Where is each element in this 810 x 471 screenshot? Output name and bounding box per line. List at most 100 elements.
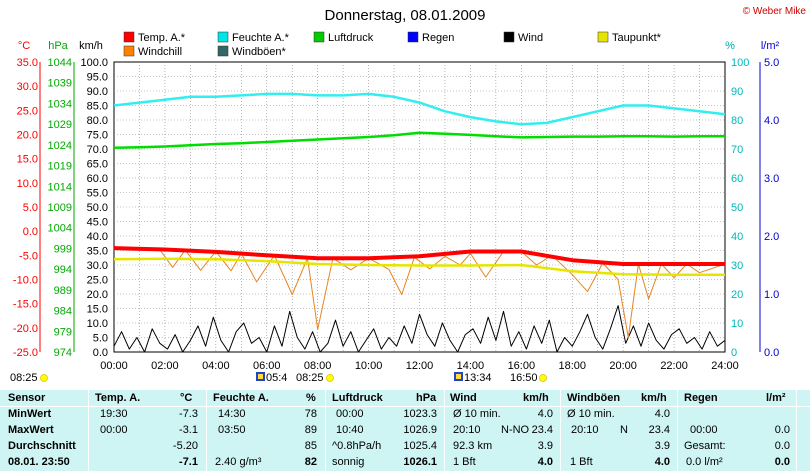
max-gust-time: 20:10 <box>571 424 599 436</box>
min-hum-value: 78 <box>304 408 317 420</box>
legend-swatch <box>217 45 229 57</box>
max-press-time: 10:40 <box>336 424 364 436</box>
rain-header: Regen <box>684 392 718 404</box>
temp-tick-label: -5.0 <box>19 250 38 262</box>
pressure-tick-label: 1019 <box>48 161 72 173</box>
current-forecast-state: sonnig <box>332 456 365 468</box>
temp-tick-label: 25.0 <box>17 105 38 117</box>
humidity-unit-header: % <box>306 392 316 404</box>
temp-unit-header: °C <box>180 392 193 404</box>
series-line-luftdruck <box>113 131 725 150</box>
humidity-header: Feuchte A. <box>213 392 269 404</box>
avg-rain-value: 0.0 <box>774 440 790 452</box>
legend-label: Luftdruck <box>328 32 374 44</box>
max-temp-time: 00:00 <box>100 424 128 436</box>
rain-axis-unit: l/m² <box>761 40 780 52</box>
humidity-tick-label: 40 <box>731 231 743 243</box>
rain-unit-header: l/m² <box>766 392 786 404</box>
wind-tick-label: 75.0 <box>87 130 108 142</box>
wind-tick-label: 90.0 <box>87 86 108 98</box>
pressure-tick-label: 1014 <box>48 181 72 193</box>
temp-tick-label: -10.0 <box>13 275 38 287</box>
humidity-tick-label: 10 <box>731 318 743 330</box>
moonset-label: 13:34 <box>464 372 492 384</box>
current-gust-beaufort: 1 Bft <box>570 456 593 468</box>
max-hum-time: 03:50 <box>218 424 246 436</box>
wind-tick-label: 15.0 <box>87 304 108 316</box>
time-tick-label: 18:00 <box>558 360 586 372</box>
rain-tick-label: 3.0 <box>764 173 779 185</box>
wind-tick-label: 55.0 <box>87 188 108 200</box>
legend-label: Windböen* <box>232 46 287 58</box>
pressure-tick-label: 1039 <box>48 78 72 90</box>
current-press-value: 1026.1 <box>403 456 437 468</box>
series-line-windchill <box>113 247 726 338</box>
current-rain-rate: 0.0 l/m² <box>686 456 723 468</box>
temp-tick-label: 20.0 <box>17 130 38 142</box>
avg-row-label: Durchschnitt <box>8 440 76 452</box>
rain-tick-label: 1.0 <box>764 289 779 301</box>
wind-tick-label: 85.0 <box>87 101 108 113</box>
min-gust-value: 4.0 <box>654 408 670 420</box>
pressure-header: Luftdruck <box>332 392 383 404</box>
legend-swatch <box>313 31 325 43</box>
sensor-header: Sensor <box>8 392 46 404</box>
copyright-label: © Weber Mike <box>743 6 807 17</box>
gust-unit-header: km/h <box>641 392 667 404</box>
avg-press-trend: ^0.8hPa/h <box>332 440 382 452</box>
wind-tick-label: 45.0 <box>87 217 108 229</box>
min-temp-time: 19:30 <box>100 408 128 420</box>
humidity-tick-label: 0 <box>731 347 737 359</box>
time-tick-label: 04:00 <box>202 360 230 372</box>
pressure-tick-label: 1004 <box>48 223 72 235</box>
temp-tick-label: 15.0 <box>17 154 38 166</box>
time-tick-label: 02:00 <box>151 360 179 372</box>
temp-tick-label: -25.0 <box>13 347 38 359</box>
wind-tick-label: 10.0 <box>87 318 108 330</box>
series-line-taupunkt <box>113 257 725 276</box>
pressure-tick-label: 1034 <box>48 98 72 110</box>
avg-wind-value: 3.9 <box>537 440 553 452</box>
max-hum-value: 89 <box>304 424 317 436</box>
humidity-tick-label: 60 <box>731 173 743 185</box>
avg-wind-distance: 92.3 km <box>453 440 493 452</box>
max-rain-time: 00:00 <box>690 424 718 436</box>
sun-moon-row: 08:25 05:4 08:25 13:34 16:50 <box>10 372 547 384</box>
gust-header: Windböen <box>567 392 621 404</box>
max-wind-direction: N-NO <box>501 424 530 436</box>
series-line-wind <box>113 305 726 353</box>
pressure-tick-label: 979 <box>54 326 72 338</box>
time-tick-label: 20:00 <box>609 360 637 372</box>
wind-tick-label: 25.0 <box>87 275 108 287</box>
avg-gust-value: 3.9 <box>654 440 670 452</box>
humidity-tick-label: 70 <box>731 144 743 156</box>
time-tick-label: 06:00 <box>253 360 281 372</box>
max-row-label: MaxWert <box>8 424 54 436</box>
wind-tick-label: 35.0 <box>87 246 108 258</box>
rain-tick-label: 0.0 <box>764 347 779 359</box>
wind-tick-label: 50.0 <box>87 202 108 214</box>
temp-tick-label: 10.0 <box>17 178 38 190</box>
pressure-tick-label: 1029 <box>48 119 72 131</box>
wind-tick-label: 0.0 <box>93 347 108 359</box>
wind-tick-label: 30.0 <box>87 260 108 272</box>
wind-tick-label: 65.0 <box>87 159 108 171</box>
pressure-tick-label: 1024 <box>48 140 72 152</box>
min-press-value: 1023.3 <box>403 408 437 420</box>
humidity-tick-label: 90 <box>731 86 743 98</box>
sunrise-icon <box>326 374 334 382</box>
avg-temp-value: -5.20 <box>172 440 198 452</box>
max-press-value: 1026.9 <box>403 424 437 436</box>
pressure-unit-header: hPa <box>416 392 437 404</box>
wind-unit-header: km/h <box>523 392 549 404</box>
wind-tick-label: 20.0 <box>87 289 108 301</box>
weather-chart: Donnerstag, 08.01.2009 © Weber Mike Temp… <box>10 6 807 384</box>
legend: Temp. A.* Feuchte A.* Luftdruck Regen Wind Ta… <box>123 31 662 58</box>
wind-header: Wind <box>450 392 477 404</box>
max-temp-value: -3.1 <box>179 424 198 436</box>
pressure-tick-label: 994 <box>54 264 72 276</box>
legend-swatch <box>503 31 515 43</box>
temp-header: Temp. A. <box>95 392 141 404</box>
sunrise-label: 08:25 <box>296 372 324 384</box>
sunset-icon <box>539 374 547 382</box>
